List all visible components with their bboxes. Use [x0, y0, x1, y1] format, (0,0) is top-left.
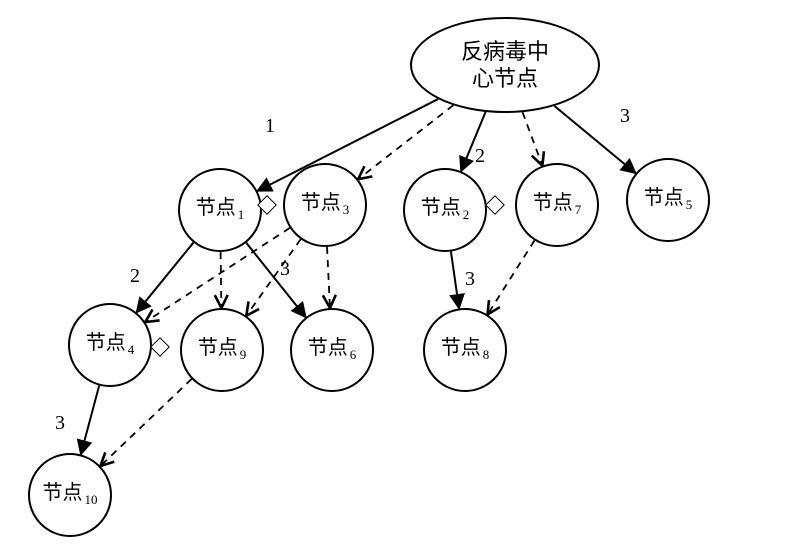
node-5: 节点5 [626, 158, 710, 242]
edge-label: 3 [620, 105, 630, 128]
edge-label: 3 [55, 412, 65, 435]
edge-label: 3 [465, 268, 475, 291]
node-4: 节点4 [68, 303, 152, 387]
node-3: 节点3 [283, 163, 367, 247]
node-2: 节点2 [403, 168, 487, 252]
diagram-stage: { "colors": { "stroke": "#000000", "bg":… [0, 0, 800, 556]
node-1: 节点1 [178, 168, 262, 252]
node-6: 节点6 [290, 308, 374, 392]
root-node: 反病毒中 心节点 [410, 17, 600, 113]
node-8: 节点8 [423, 308, 507, 392]
node-10: 节点10 [28, 453, 112, 537]
edge-label: 2 [130, 265, 140, 288]
edge-label: 2 [475, 145, 485, 168]
edge-label: 1 [265, 115, 275, 138]
edges-layer [0, 0, 800, 556]
node-9: 节点9 [180, 308, 264, 392]
node-7: 节点7 [515, 163, 599, 247]
root-label: 反病毒中 心节点 [461, 38, 549, 93]
edge-label: 3 [280, 258, 290, 281]
